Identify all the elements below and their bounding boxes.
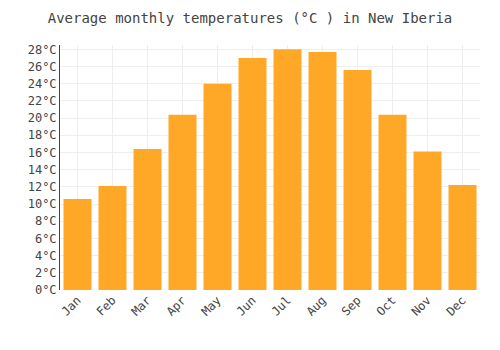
svg-text:Nov: Nov xyxy=(409,293,434,318)
svg-text:6°C: 6°C xyxy=(35,232,57,246)
svg-text:4°C: 4°C xyxy=(35,249,57,263)
svg-text:14°C: 14°C xyxy=(28,163,57,177)
svg-text:18°C: 18°C xyxy=(28,128,57,142)
svg-text:Jul: Jul xyxy=(269,293,294,318)
svg-text:Mar: Mar xyxy=(129,293,154,318)
svg-text:Apr: Apr xyxy=(164,293,189,318)
svg-text:Aug: Aug xyxy=(304,293,329,318)
svg-text:Jan: Jan xyxy=(59,293,84,318)
svg-text:Dec: Dec xyxy=(444,293,469,318)
svg-text:Average monthly temperatures (: Average monthly temperatures (°C ) in Ne… xyxy=(48,10,453,26)
svg-text:22°C: 22°C xyxy=(28,94,57,108)
svg-text:2°C: 2°C xyxy=(35,266,57,280)
svg-text:24°C: 24°C xyxy=(28,77,57,91)
svg-text:10°C: 10°C xyxy=(28,197,57,211)
svg-text:12°C: 12°C xyxy=(28,180,57,194)
svg-text:Oct: Oct xyxy=(374,293,399,318)
svg-text:16°C: 16°C xyxy=(28,146,57,160)
svg-text:8°C: 8°C xyxy=(35,214,57,228)
svg-text:May: May xyxy=(199,293,224,318)
svg-text:Feb: Feb xyxy=(94,293,119,318)
svg-text:28°C: 28°C xyxy=(28,43,57,57)
svg-text:Jun: Jun xyxy=(234,293,259,318)
svg-text:26°C: 26°C xyxy=(28,60,57,74)
svg-text:20°C: 20°C xyxy=(28,111,57,125)
svg-text:Sep: Sep xyxy=(339,293,364,318)
svg-text:0°C: 0°C xyxy=(35,283,57,297)
